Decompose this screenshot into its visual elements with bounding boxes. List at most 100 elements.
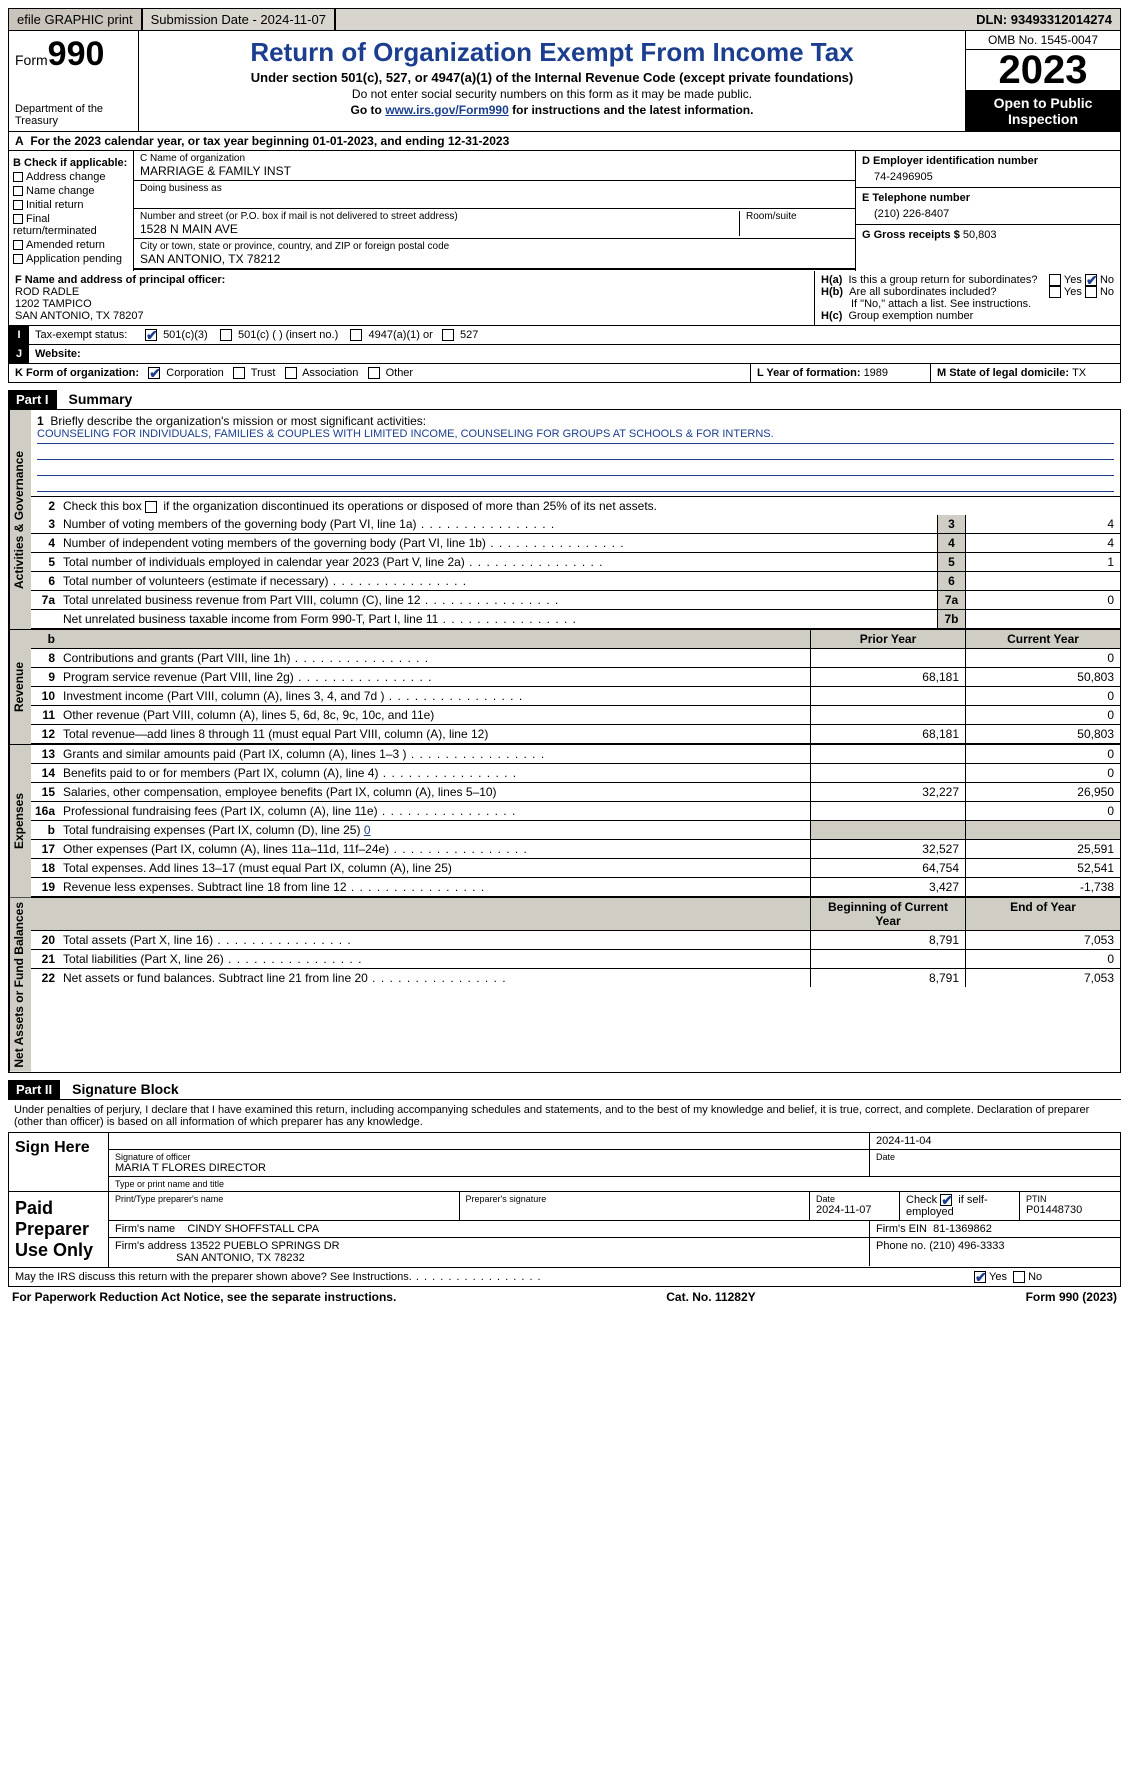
form-subtitle: Under section 501(c), 527, or 4947(a)(1)… [149,70,955,85]
checkbox-hb-no[interactable] [1085,286,1097,298]
summary-exp: Expenses 13Grants and similar amounts pa… [8,745,1121,898]
p19: 3,427 [810,878,965,896]
checkbox-addr-change[interactable] [13,172,23,182]
c10: 0 [965,687,1120,705]
discuss-question: May the IRS discuss this return with the… [15,1271,974,1283]
p21 [810,950,965,968]
p15: 32,227 [810,783,965,801]
c17: 25,591 [965,840,1120,858]
penalty-statement: Under penalties of perjury, I declare th… [8,1100,1121,1133]
checkbox-hb-yes[interactable] [1049,286,1061,298]
firm-ein: 81-1369862 [933,1223,992,1235]
box-k-l-m: K Form of organization: Corporation Trus… [8,364,1121,383]
part1-bar: Part ISummary [8,389,1121,410]
val-5: 1 [965,553,1120,571]
irs-link[interactable]: www.irs.gov/Form990 [385,103,509,117]
c11: 0 [965,706,1120,724]
checkbox-self-employed[interactable] [940,1194,952,1206]
checkbox-assoc[interactable] [285,367,297,379]
p16a [810,802,965,820]
checkbox-final[interactable] [13,214,23,224]
c12: 50,803 [965,725,1120,743]
p17: 32,527 [810,840,965,858]
period-row: A For the 2023 calendar year, or tax yea… [8,132,1121,151]
checkbox-discontinued[interactable] [145,501,157,513]
checkbox-discuss-no[interactable] [1013,1271,1025,1283]
header-center: Return of Organization Exempt From Incom… [139,31,965,131]
org-name-label: C Name of organization [140,153,849,164]
checkbox-ha-no[interactable] [1085,274,1097,286]
summary-rev: Revenue bPrior YearCurrent Year 8Contrib… [8,630,1121,745]
line-1: 1 Briefly describe the organization's mi… [31,410,1120,497]
checkbox-app-pending[interactable] [13,254,23,264]
part2-bar: Part IISignature Block [8,1079,1121,1100]
box-d: D Employer identification number 74-2496… [856,151,1120,188]
city-label: City or town, state or province, country… [140,241,849,252]
p9: 68,181 [810,668,965,686]
c20: 7,053 [965,931,1120,949]
hdr-prior-year: Prior Year [810,630,965,648]
box-e: E Telephone number (210) 226-8407 [856,188,1120,225]
cat-no: Cat. No. 11282Y [666,1290,755,1304]
efile-print-button[interactable]: efile GRAPHIC print [9,9,143,30]
dept-treasury: Department of the Treasury [15,103,132,127]
hdr-eoy: End of Year [965,898,1120,930]
box-b: B Check if applicable: Address change Na… [9,151,134,271]
summary-na: Net Assets or Fund Balances Beginning of… [8,898,1121,1073]
p22: 8,791 [810,969,965,987]
header-left: Form990 Department of the Treasury [9,31,139,131]
form-ref: Form 990 (2023) [1026,1290,1117,1304]
val-7a: 0 [965,591,1120,609]
open-inspection: Open to Public Inspection [966,91,1120,131]
dba-label: Doing business as [140,183,849,194]
p12: 68,181 [810,725,965,743]
hdr-boy: Beginning of Current Year [810,898,965,930]
checkbox-initial[interactable] [13,200,23,210]
c19: -1,738 [965,878,1120,896]
checkbox-trust[interactable] [233,367,245,379]
city-value: SAN ANTONIO, TX 78212 [140,252,849,266]
form-label: Form [15,52,48,68]
tax-year: 2023 [966,50,1120,91]
checkbox-501c3[interactable] [145,329,157,341]
checkbox-corp[interactable] [148,367,160,379]
f-h-row: F Name and address of principal officer:… [8,271,1121,326]
box-g: G Gross receipts $ 50,803 [856,225,1120,245]
checkbox-amended[interactable] [13,240,23,250]
val-4: 4 [965,534,1120,552]
p10 [810,687,965,705]
sign-here-label: Sign Here [9,1133,109,1191]
val-6 [965,572,1120,590]
c18: 52,541 [965,859,1120,877]
info-right: D Employer identification number 74-2496… [855,151,1120,271]
hdr-current-year: Current Year [965,630,1120,648]
street-label: Number and street (or P.O. box if mail i… [140,211,739,222]
checkbox-discuss-yes[interactable] [974,1271,986,1283]
street-value: 1528 N MAIN AVE [140,222,739,236]
checkbox-501c[interactable] [220,329,232,341]
c16a: 0 [965,802,1120,820]
paid-preparer-label: Paid Preparer Use Only [9,1192,109,1267]
p16b [810,821,965,839]
firm-addr: 13522 PUEBLO SPRINGS DR [190,1240,340,1252]
firm-phone: (210) 496-3333 [929,1240,1004,1252]
dln-number: DLN: 93493312014274 [968,9,1120,30]
p13 [810,745,965,763]
box-c: C Name of organization MARRIAGE & FAMILY… [134,151,855,271]
c21: 0 [965,950,1120,968]
vtab-expenses: Expenses [9,745,31,897]
checkbox-other[interactable] [368,367,380,379]
c22: 7,053 [965,969,1120,987]
signature-block: Sign Here 2024-11-04 Signature of office… [8,1133,1121,1192]
room-label: Room/suite [746,211,849,222]
checkbox-ha-yes[interactable] [1049,274,1061,286]
org-name: MARRIAGE & FAMILY INST [140,164,849,178]
checkbox-4947[interactable] [350,329,362,341]
top-bar: efile GRAPHIC print Submission Date - 20… [8,8,1121,31]
checkbox-527[interactable] [442,329,454,341]
c16b [965,821,1120,839]
p14 [810,764,965,782]
vtab-activities: Activities & Governance [9,410,31,629]
c15: 26,950 [965,783,1120,801]
checkbox-name-change[interactable] [13,186,23,196]
